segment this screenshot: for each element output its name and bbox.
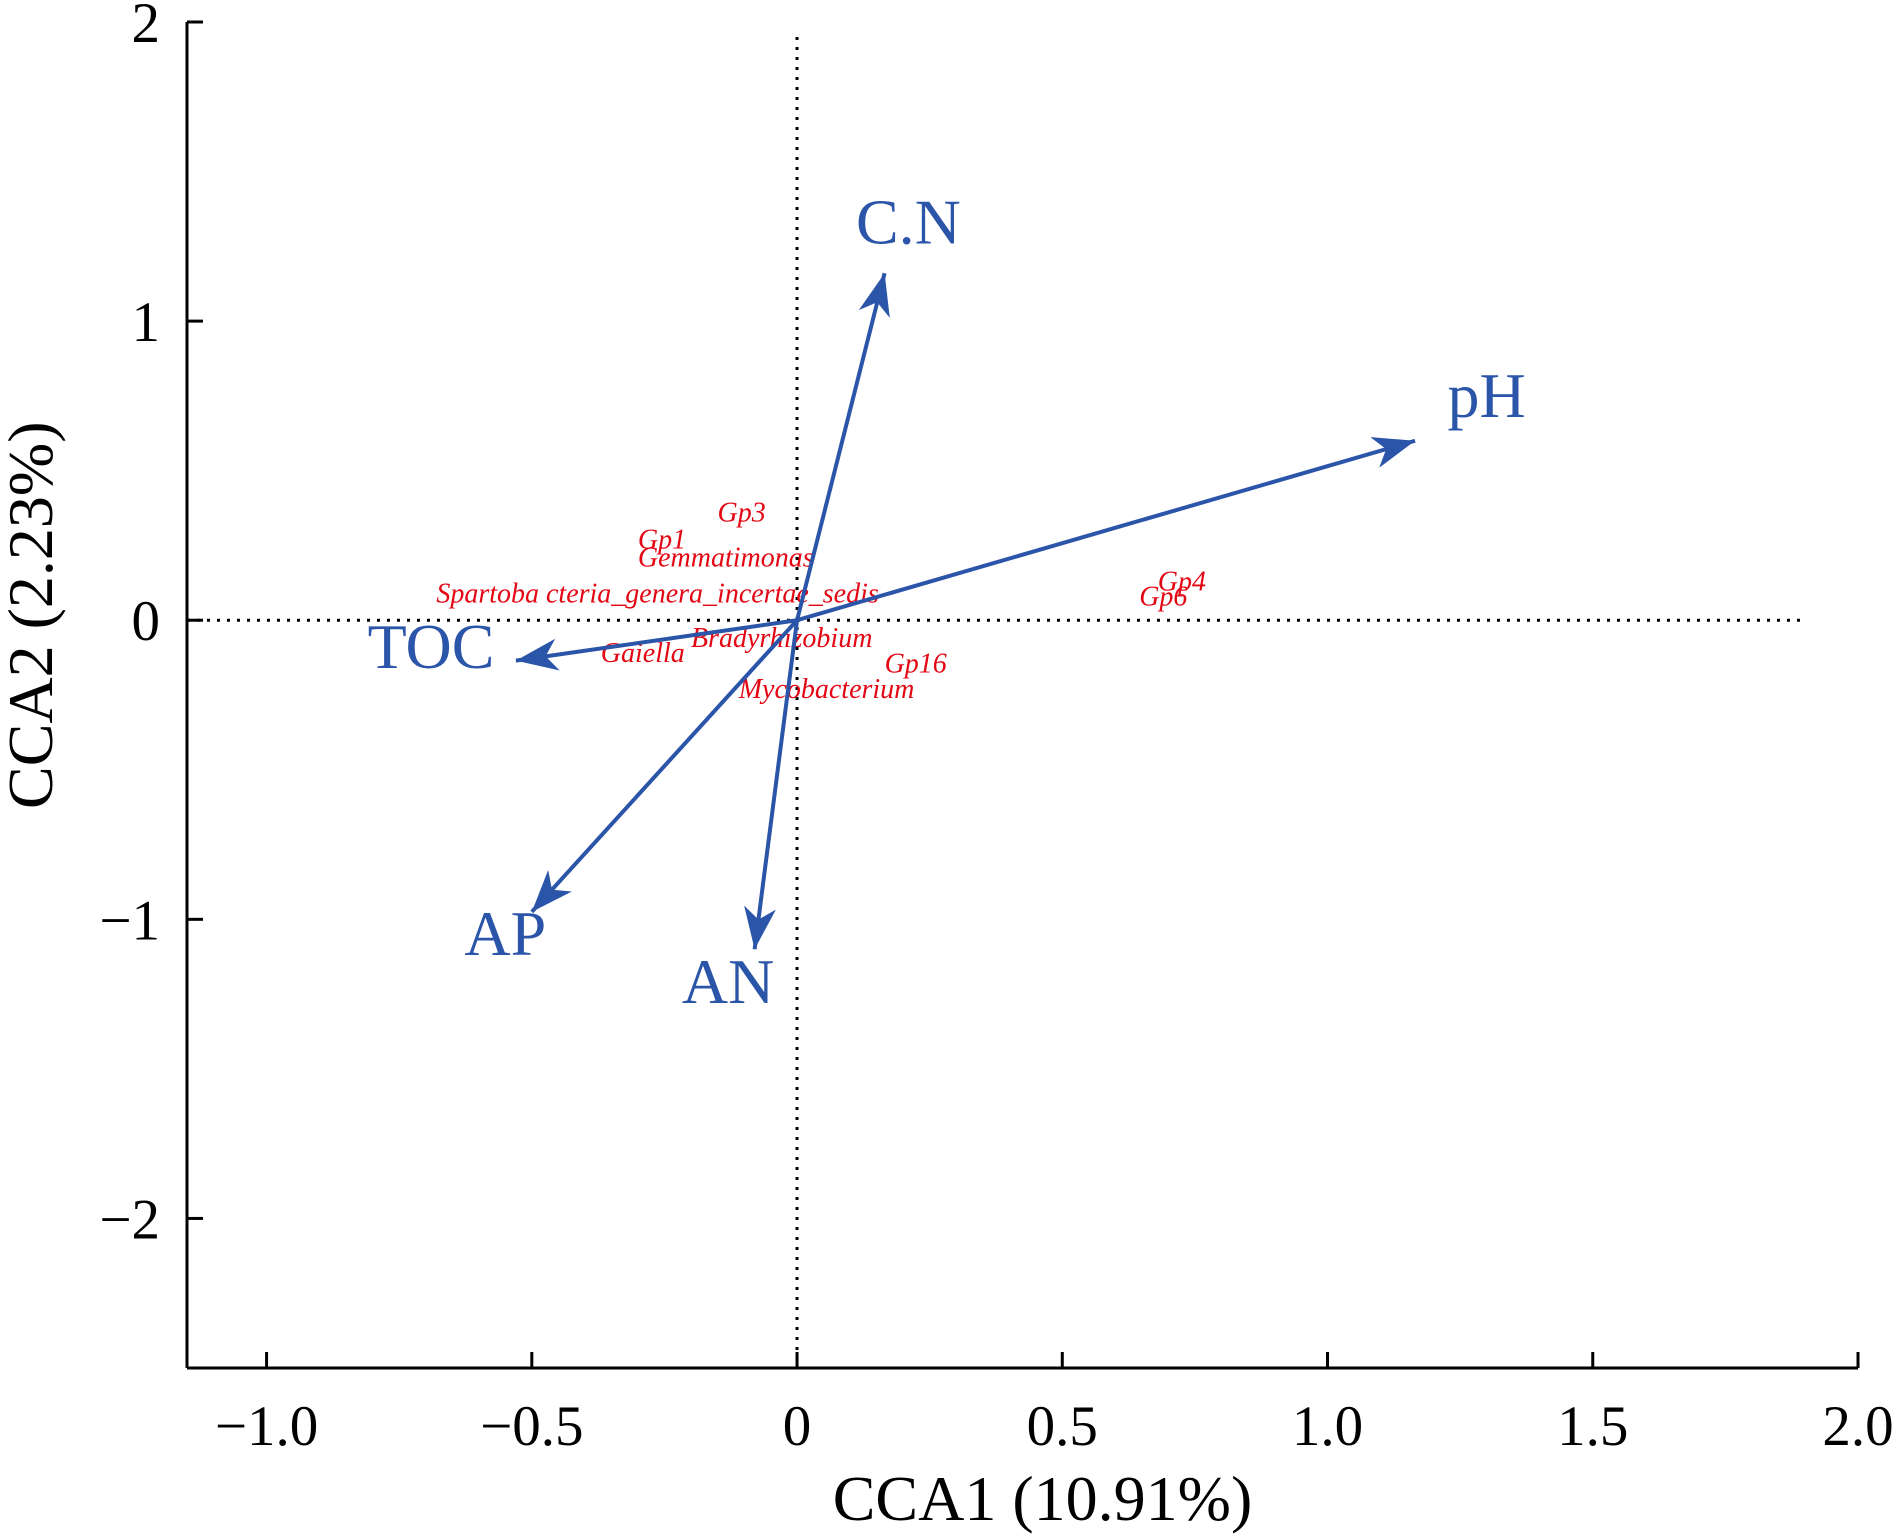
vector-arrow-line (795, 272, 887, 621)
vector-arrowhead (1370, 437, 1416, 468)
vector-arrow-line (530, 618, 799, 914)
genus-label: Gp1 (638, 524, 686, 555)
vector-label: AN (682, 946, 774, 1017)
y-tick-label: 0 (132, 590, 161, 653)
x-tick-label: 0.5 (1027, 1395, 1098, 1458)
axes (185, 22, 1858, 1370)
genus-label: Gp16 (885, 649, 947, 680)
genus-label: Gemmatimonas (638, 542, 814, 573)
x-tick-label: 1.5 (1557, 1395, 1628, 1458)
x-tick-label: 2.0 (1822, 1395, 1893, 1458)
y-tick-label: 2 (132, 0, 161, 55)
x-tick-label: 1.0 (1292, 1395, 1363, 1458)
x-tick-label: −1.0 (215, 1395, 318, 1458)
vector-label: AP (464, 898, 546, 969)
y-tick-label: −1 (99, 889, 160, 952)
environment-vectors: C.N pH TOC AP AN (368, 186, 1526, 1017)
x-axis-title: CCA1 (10.91%) (833, 1463, 1253, 1534)
vector-label: C.N (856, 186, 961, 257)
x-tick-label: 0 (783, 1395, 812, 1458)
genus-label: Gp6 (1139, 581, 1187, 612)
y-axis-ticks: 2 1 0 −1 −2 (99, 0, 203, 1251)
vector-arrowhead (531, 870, 572, 912)
vector-arrowhead (744, 905, 776, 950)
y-tick-label: −2 (99, 1188, 160, 1251)
vector-label: TOC (368, 611, 495, 682)
genus-label: Gp3 (717, 498, 765, 529)
vector-arrow-line (752, 619, 800, 950)
vector-arrowhead (515, 638, 560, 671)
vector-arrow-line (796, 438, 1416, 623)
genus-label: Gp4 (1158, 566, 1206, 597)
x-axis-ticks: −1.0 −0.5 0 0.5 1.0 1.5 2.0 (215, 1352, 1894, 1458)
y-tick-label: 1 (132, 291, 161, 354)
y-axis-title: CCA2 (2.23%) (0, 421, 66, 809)
vector-label: pH (1448, 360, 1526, 431)
genus-label: Spartoba cteria_genera_incertae_sedis (436, 578, 879, 609)
x-tick-label: −0.5 (480, 1395, 583, 1458)
vector-arrowhead (858, 273, 890, 318)
genus-label: Mycobacterium (738, 674, 915, 705)
vector-arrow-line (515, 618, 798, 663)
zero-reference-lines (187, 36, 1805, 1368)
